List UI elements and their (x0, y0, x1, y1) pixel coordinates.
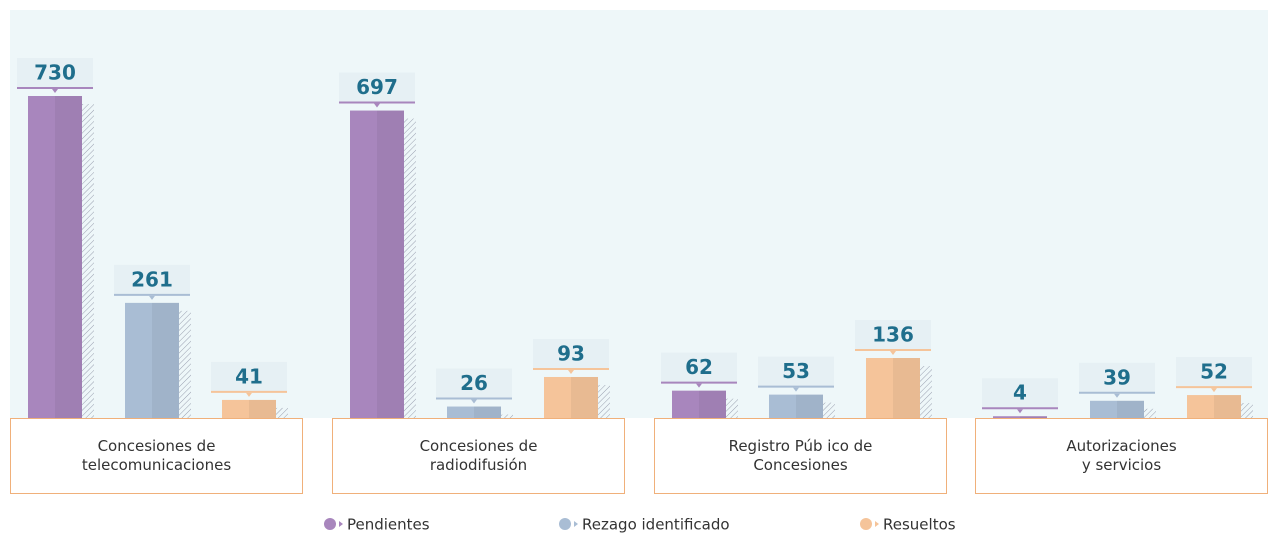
legend-arrow (574, 521, 578, 527)
bar-shadow (501, 414, 513, 418)
bar (125, 302, 179, 418)
value-label-box (855, 320, 931, 351)
bar-highlight (1020, 416, 1047, 418)
value-label-pointer (149, 295, 155, 300)
bar (222, 399, 276, 418)
category-label: Registro Púb ico de Concesiones (654, 418, 947, 494)
bar-highlight (249, 399, 276, 418)
value-label: 261 (131, 267, 173, 291)
value-label: 93 (557, 341, 585, 365)
bar-highlight (474, 406, 501, 418)
bar-shadow (404, 118, 416, 419)
value-label-box (339, 72, 415, 103)
legend-label: Resueltos (883, 516, 956, 534)
value-label: 41 (235, 364, 263, 388)
bar-shadow (1144, 408, 1156, 418)
value-label-box (211, 361, 287, 392)
value-label: 697 (356, 75, 398, 99)
value-label-box (114, 264, 190, 295)
legend-label: Pendientes (347, 516, 430, 534)
value-label-pointer (52, 89, 58, 93)
category-label: Autorizaciones y servicios (975, 418, 1268, 494)
bar-highlight (1117, 400, 1144, 418)
value-label: 4 (1013, 381, 1027, 405)
category-label: Concesiones de telecomunicaciones (10, 418, 303, 494)
bar-shadow (920, 366, 932, 418)
value-label-box (533, 338, 609, 369)
bar-highlight (152, 302, 179, 418)
plot-background (10, 10, 1268, 418)
bar (1187, 395, 1241, 418)
value-label: 52 (1200, 360, 1228, 384)
value-label: 39 (1103, 365, 1131, 389)
value-label-box (661, 352, 737, 383)
value-label-pointer (246, 392, 252, 397)
bar (28, 96, 82, 418)
bar (350, 110, 404, 419)
value-label-box (758, 356, 834, 387)
bar-highlight (571, 376, 598, 418)
bar-shadow (276, 407, 288, 418)
category-label: Concesiones de radiodifusión (332, 418, 625, 494)
value-label-pointer (1114, 393, 1120, 398)
value-label-pointer (568, 369, 574, 374)
value-label-pointer (793, 387, 799, 392)
legend-marker (324, 518, 336, 530)
value-label: 730 (34, 61, 76, 85)
value-label-pointer (890, 351, 896, 356)
value-label-box (17, 58, 93, 88)
bar-shadow (82, 104, 94, 418)
bar-shadow (823, 402, 835, 418)
value-label: 26 (460, 371, 488, 395)
value-label-pointer (374, 103, 380, 108)
bar (993, 416, 1047, 418)
bar (447, 406, 501, 418)
value-label-pointer (1211, 388, 1217, 393)
bar (1090, 400, 1144, 418)
legend-label: Rezago identificado (582, 516, 730, 534)
bar-shadow (726, 398, 738, 418)
bar-highlight (377, 110, 404, 419)
legend-arrow (339, 521, 343, 527)
legend-marker (860, 518, 872, 530)
bar-shadow (598, 384, 610, 418)
bar-highlight (1214, 395, 1241, 418)
bar (769, 394, 823, 418)
value-label-pointer (696, 383, 702, 388)
bar-highlight (699, 390, 726, 418)
bar-highlight (796, 394, 823, 418)
legend-arrow (875, 521, 879, 527)
bar (544, 376, 598, 418)
value-label-box (1079, 362, 1155, 393)
bar-highlight (55, 96, 82, 418)
value-label: 136 (872, 323, 914, 347)
bar (866, 358, 920, 418)
bar-shadow (1241, 403, 1253, 418)
bar (672, 390, 726, 418)
value-label-box (1176, 357, 1252, 388)
value-label-pointer (1017, 409, 1023, 414)
value-label-pointer (471, 399, 477, 404)
bar-shadow (179, 310, 191, 418)
value-label: 62 (685, 355, 713, 379)
value-label: 53 (782, 359, 810, 383)
bar-highlight (893, 358, 920, 418)
value-label-box (436, 368, 512, 399)
value-label-box (982, 378, 1058, 409)
legend-marker (559, 518, 571, 530)
